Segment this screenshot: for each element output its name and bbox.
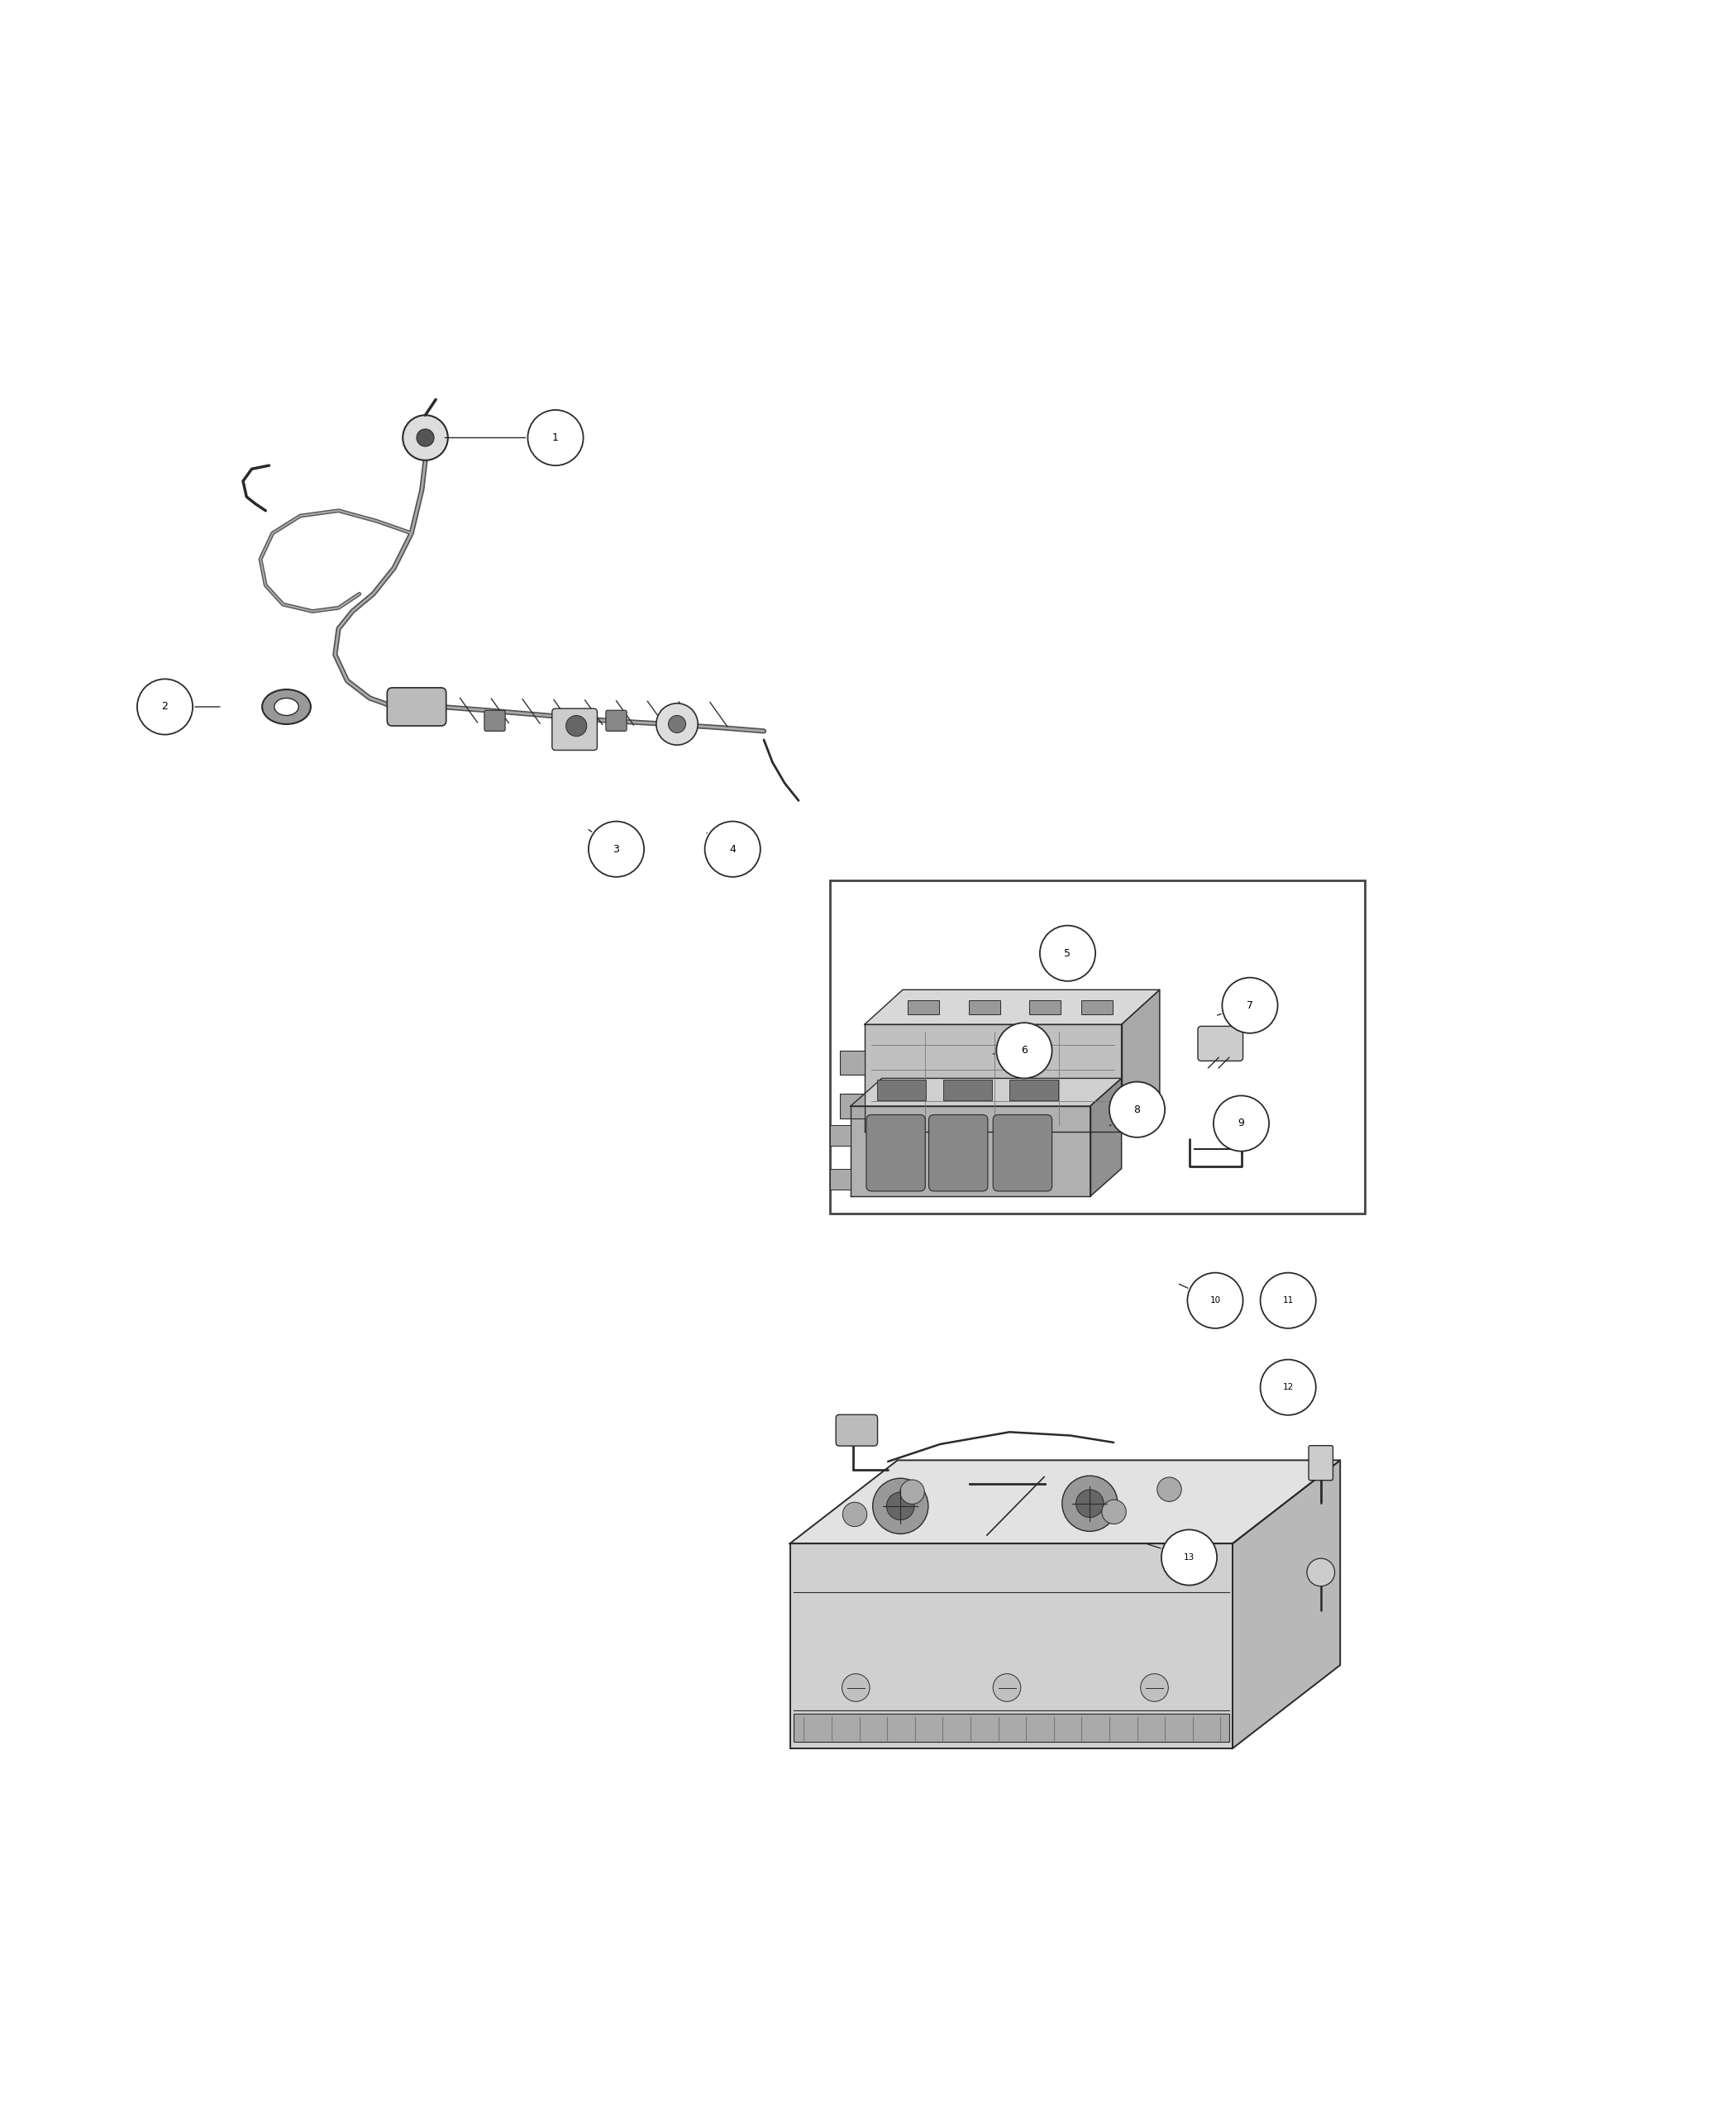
Polygon shape — [851, 1079, 1121, 1107]
Bar — [943, 1079, 991, 1100]
Text: 10: 10 — [1210, 1296, 1220, 1305]
FancyBboxPatch shape — [606, 710, 627, 731]
Circle shape — [417, 430, 434, 447]
Circle shape — [705, 822, 760, 877]
Circle shape — [1158, 1478, 1182, 1501]
Bar — [830, 881, 1364, 1214]
Bar — [840, 1094, 865, 1117]
Polygon shape — [1121, 991, 1160, 1132]
Text: 3: 3 — [613, 843, 620, 854]
Circle shape — [1102, 1499, 1127, 1524]
Circle shape — [1260, 1360, 1316, 1414]
Bar — [969, 999, 1000, 1014]
FancyBboxPatch shape — [1309, 1446, 1333, 1480]
Text: 9: 9 — [1238, 1117, 1245, 1128]
Circle shape — [842, 1674, 870, 1701]
Circle shape — [842, 1503, 866, 1526]
Polygon shape — [865, 991, 1160, 1024]
Circle shape — [887, 1492, 915, 1520]
Circle shape — [403, 415, 448, 460]
Circle shape — [873, 1478, 929, 1535]
Text: 8: 8 — [1134, 1105, 1141, 1115]
FancyBboxPatch shape — [837, 1414, 878, 1446]
FancyBboxPatch shape — [1198, 1027, 1243, 1060]
Circle shape — [1260, 1273, 1316, 1328]
Circle shape — [1141, 1674, 1168, 1701]
Text: 7: 7 — [1246, 999, 1253, 1010]
Ellipse shape — [262, 689, 311, 725]
FancyBboxPatch shape — [387, 687, 446, 725]
Bar — [830, 1168, 851, 1189]
Circle shape — [656, 704, 698, 744]
Circle shape — [528, 409, 583, 466]
Polygon shape — [1090, 1079, 1121, 1197]
Circle shape — [1222, 978, 1278, 1033]
Text: 1: 1 — [552, 432, 559, 443]
Circle shape — [589, 822, 644, 877]
Text: 4: 4 — [729, 843, 736, 854]
FancyBboxPatch shape — [929, 1115, 988, 1191]
Ellipse shape — [274, 698, 299, 715]
Bar — [1009, 1079, 1057, 1100]
Circle shape — [1109, 1081, 1165, 1138]
Polygon shape — [865, 1024, 1121, 1132]
Text: 2: 2 — [161, 702, 168, 713]
Circle shape — [1062, 1476, 1118, 1530]
Bar — [877, 1079, 925, 1100]
Text: 5: 5 — [1064, 949, 1071, 959]
Bar — [830, 1126, 851, 1147]
Circle shape — [899, 1480, 924, 1503]
Bar — [793, 1714, 1229, 1741]
Circle shape — [668, 715, 686, 734]
Bar — [908, 999, 939, 1014]
Bar — [1082, 999, 1113, 1014]
Polygon shape — [1233, 1461, 1340, 1748]
FancyBboxPatch shape — [993, 1115, 1052, 1191]
Circle shape — [1040, 925, 1095, 980]
Text: 13: 13 — [1184, 1554, 1194, 1562]
FancyBboxPatch shape — [552, 708, 597, 750]
Bar — [1029, 999, 1061, 1014]
Circle shape — [996, 1022, 1052, 1079]
Polygon shape — [851, 1107, 1090, 1197]
Circle shape — [1161, 1530, 1217, 1585]
Circle shape — [1307, 1558, 1335, 1585]
Circle shape — [1213, 1096, 1269, 1151]
Text: 11: 11 — [1283, 1296, 1293, 1305]
Text: 12: 12 — [1283, 1383, 1293, 1391]
FancyBboxPatch shape — [866, 1115, 925, 1191]
Circle shape — [1076, 1490, 1104, 1518]
Polygon shape — [790, 1543, 1233, 1748]
Circle shape — [993, 1674, 1021, 1701]
Text: 6: 6 — [1021, 1046, 1028, 1056]
FancyBboxPatch shape — [484, 710, 505, 731]
Circle shape — [1187, 1273, 1243, 1328]
Bar — [840, 1050, 865, 1075]
Circle shape — [137, 679, 193, 734]
Circle shape — [566, 715, 587, 736]
Polygon shape — [790, 1461, 1340, 1543]
